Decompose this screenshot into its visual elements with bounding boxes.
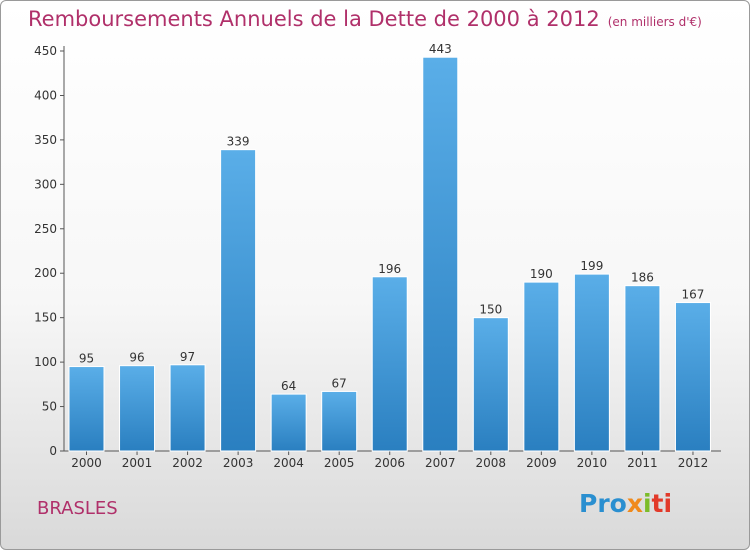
y-tick-label: 450 bbox=[34, 44, 57, 58]
proxiti-logo: Proxiti bbox=[579, 489, 673, 518]
axes: 0 50 100 150 200 250 300 350 400 450 2000 2001 2002 2… bbox=[34, 44, 721, 470]
chart-title-text: Remboursements Annuels de la Dette de 20… bbox=[28, 7, 600, 31]
y-tick-label: 350 bbox=[34, 133, 57, 147]
chart-title: Remboursements Annuels de la Dette de 20… bbox=[28, 7, 702, 31]
bar-value-label: 199 bbox=[580, 259, 603, 273]
x-tick-label: 2011 bbox=[627, 456, 658, 470]
commune-name: BRASLES bbox=[37, 498, 118, 519]
bar-2003 bbox=[220, 149, 257, 452]
x-tick-label: 2001 bbox=[122, 456, 153, 470]
x-tick-label: 2003 bbox=[223, 456, 254, 470]
bar-2011 bbox=[624, 285, 661, 452]
y-tick-label: 50 bbox=[42, 400, 57, 414]
y-tick-label: 100 bbox=[34, 355, 57, 369]
bar-value-label: 167 bbox=[682, 288, 705, 302]
chart-unit: (en milliers d'€) bbox=[607, 15, 702, 29]
x-tick-label: 2000 bbox=[71, 456, 102, 470]
bar-2008 bbox=[472, 317, 509, 452]
bar-labels: 95 96 97 339 64 67 196 443 150 190 199 186 167 bbox=[79, 42, 705, 393]
y-tick-label: 300 bbox=[34, 177, 57, 191]
x-tick-label: 2010 bbox=[577, 456, 608, 470]
x-tick-label: 2002 bbox=[172, 456, 203, 470]
bar-value-label: 67 bbox=[332, 376, 347, 390]
bar-2009 bbox=[523, 281, 560, 452]
bar-value-label: 339 bbox=[227, 135, 250, 149]
y-tick-label: 250 bbox=[34, 222, 57, 236]
x-tick-label: 2007 bbox=[425, 456, 456, 470]
y-tick-label: 200 bbox=[34, 266, 57, 280]
x-tick-label: 2006 bbox=[374, 456, 405, 470]
bar-2006 bbox=[371, 276, 408, 452]
bar-2004 bbox=[270, 393, 307, 452]
bar-value-label: 443 bbox=[429, 42, 452, 56]
bar-2000 bbox=[68, 366, 105, 452]
x-tick-label: 2005 bbox=[324, 456, 355, 470]
bar-2010 bbox=[573, 273, 610, 452]
bar-2002 bbox=[169, 364, 206, 452]
bar-value-label: 186 bbox=[631, 271, 654, 285]
bars bbox=[68, 56, 711, 452]
bar-2007 bbox=[422, 56, 459, 452]
bar-value-label: 64 bbox=[281, 379, 296, 393]
bar-2001 bbox=[119, 365, 156, 452]
x-tick-label: 2004 bbox=[273, 456, 304, 470]
x-tick-label: 2009 bbox=[526, 456, 557, 470]
bar-value-label: 97 bbox=[180, 350, 195, 364]
bar-2012 bbox=[674, 302, 711, 452]
bar-value-label: 150 bbox=[479, 303, 502, 317]
bar-value-label: 190 bbox=[530, 267, 553, 281]
bar-value-label: 96 bbox=[129, 351, 144, 365]
y-tick-label: 0 bbox=[49, 444, 57, 458]
bar-value-label: 196 bbox=[378, 262, 401, 276]
x-tick-label: 2008 bbox=[476, 456, 507, 470]
bar-2005 bbox=[321, 390, 358, 452]
bar-value-label: 95 bbox=[79, 352, 94, 366]
y-tick-label: 150 bbox=[34, 311, 57, 325]
y-tick-label: 400 bbox=[34, 88, 57, 102]
x-tick-label: 2012 bbox=[678, 456, 709, 470]
